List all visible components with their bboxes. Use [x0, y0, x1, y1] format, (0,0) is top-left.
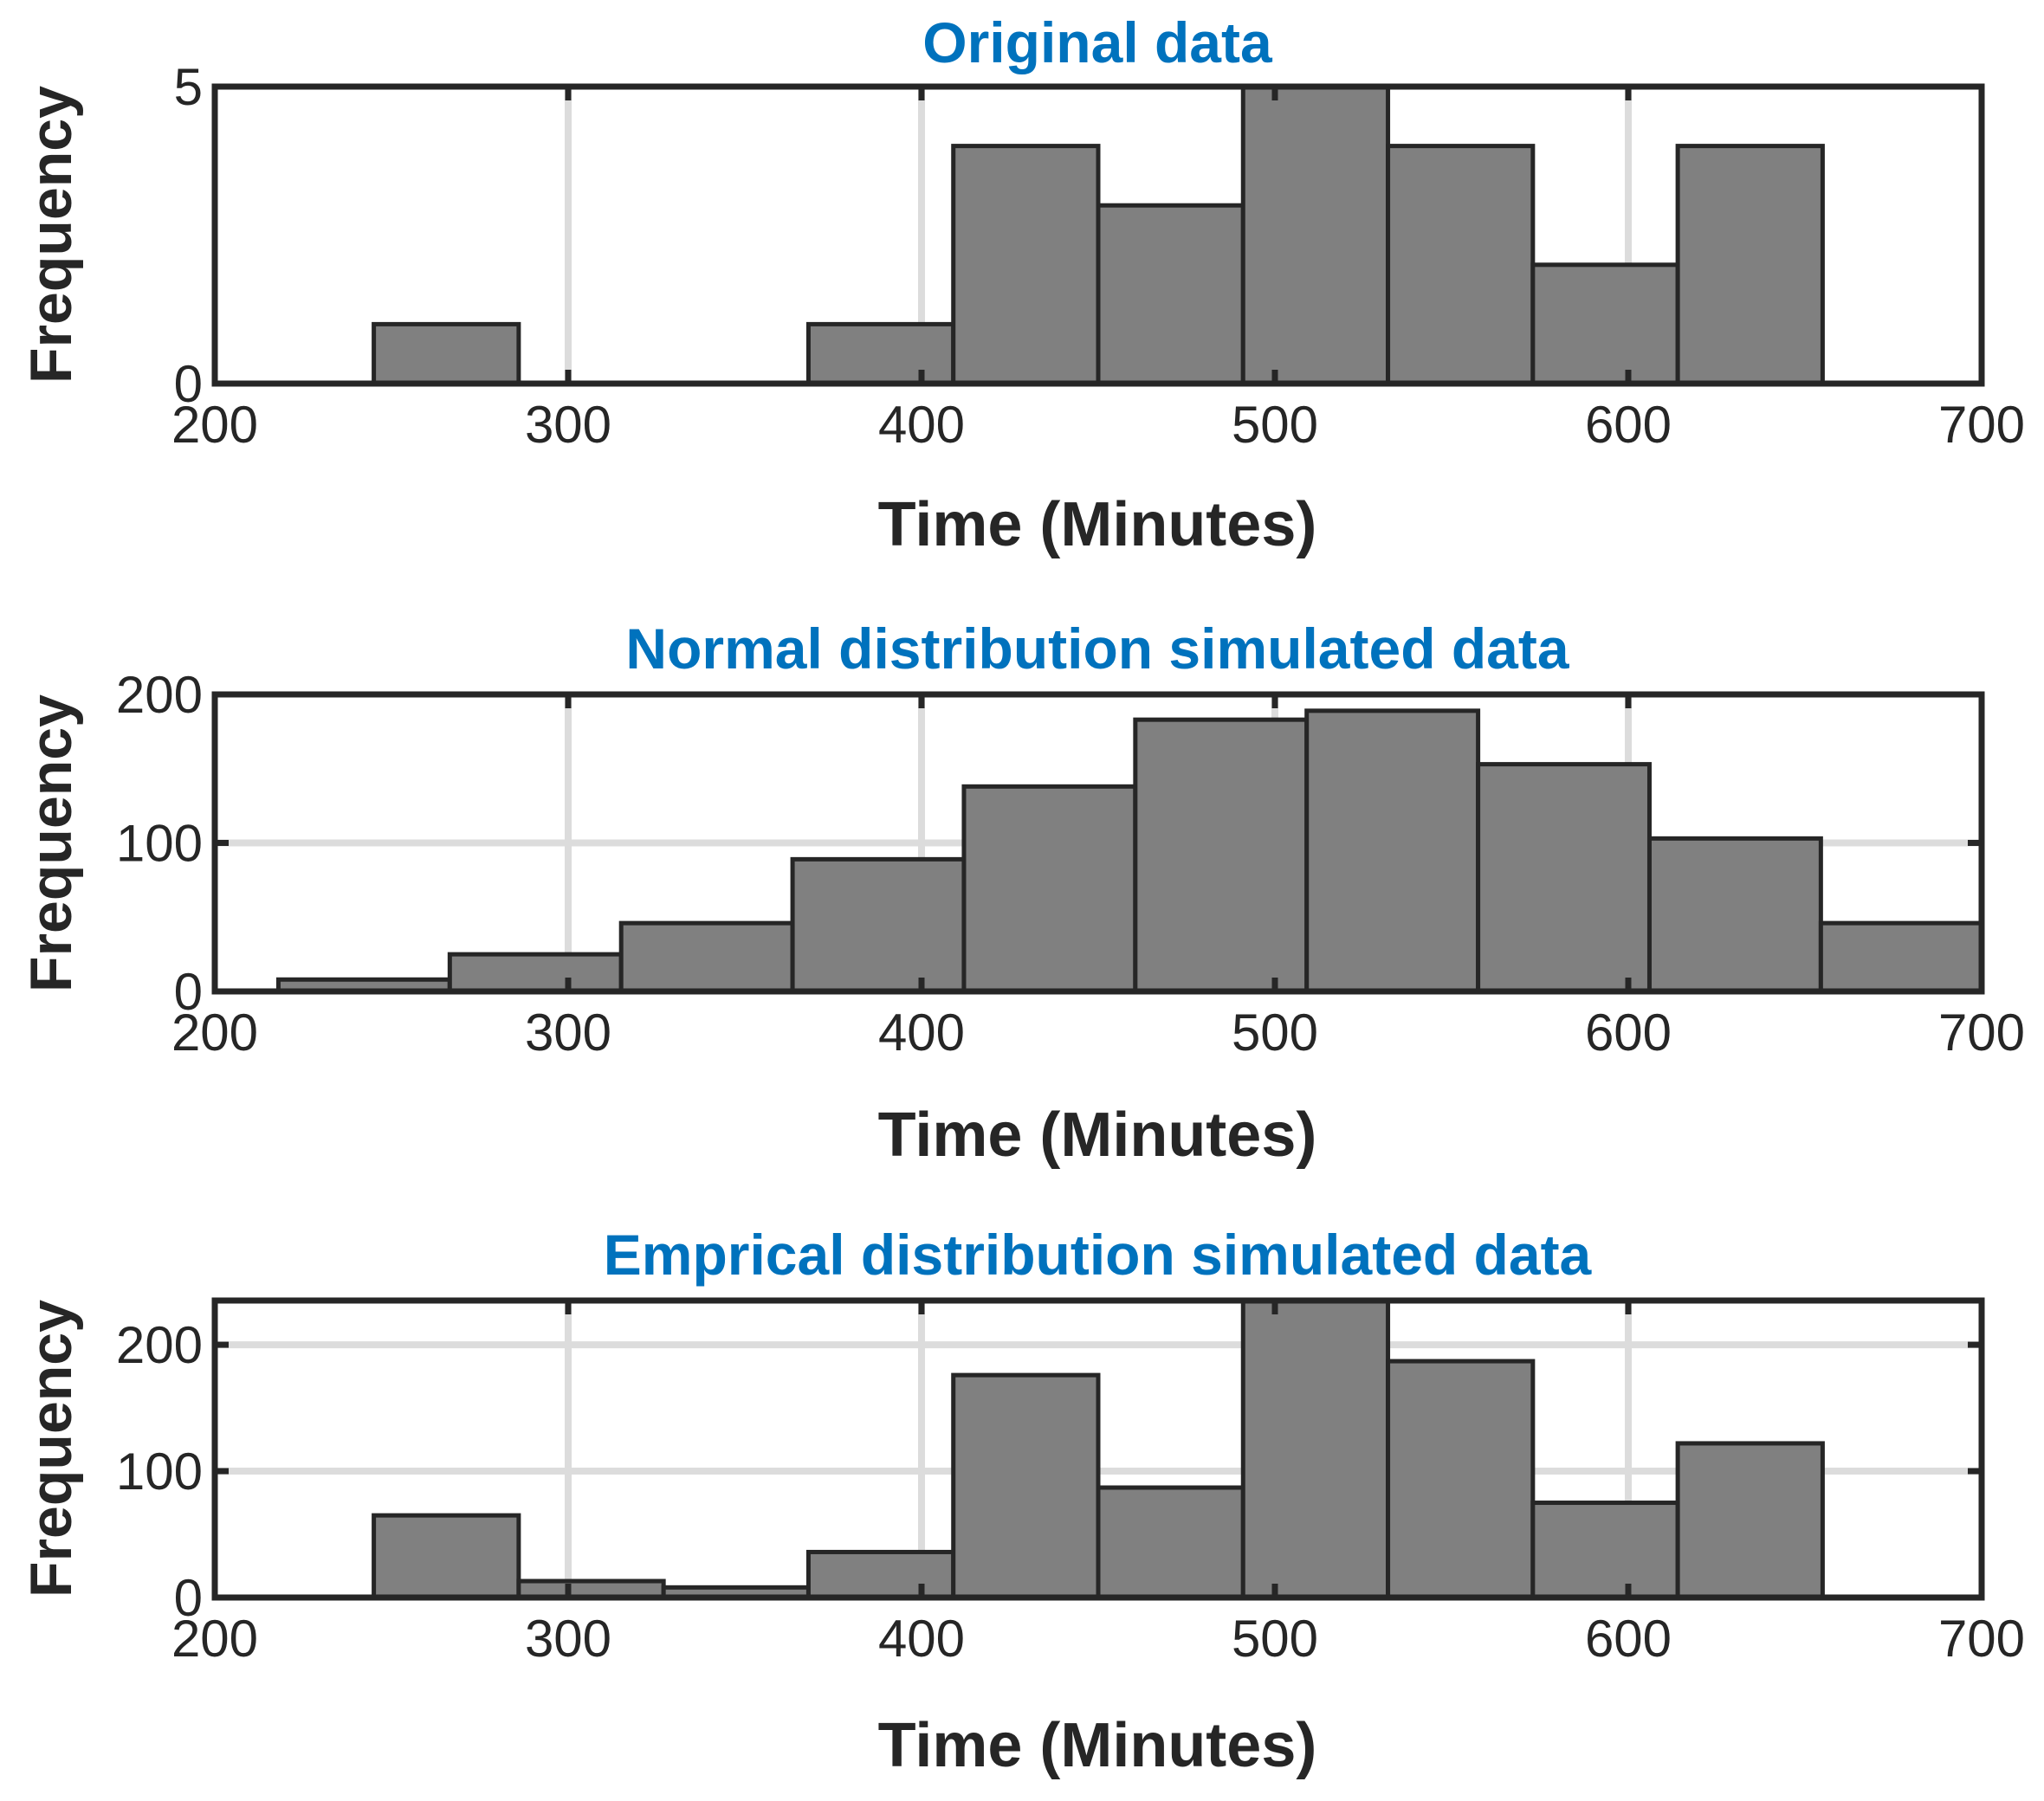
tick-marks [211, 691, 1985, 995]
histogram-bar [1646, 836, 1823, 994]
y-tick-label: 200 [116, 1316, 203, 1374]
y-tick-labels: 0 100 200 [116, 666, 203, 1021]
y-tick-label: 100 [116, 815, 203, 873]
histogram-bar [951, 1372, 1101, 1600]
y-axis-label: Frequency [18, 86, 84, 384]
histogram-bar [447, 952, 624, 994]
x-tick-label: 300 [525, 1610, 611, 1668]
histogram-bar [1240, 84, 1391, 386]
histogram-bar [1096, 1485, 1245, 1600]
y-tick-label: 0 [174, 1569, 203, 1627]
histogram-bar [951, 144, 1101, 386]
y-tick-label: 5 [174, 58, 203, 116]
histogram-bar [1386, 144, 1536, 386]
histogram-bar [1240, 1298, 1391, 1600]
histogram-bar [1096, 203, 1245, 386]
x-tick-label: 600 [1585, 1610, 1672, 1668]
histogram-bar [1675, 1441, 1825, 1600]
panel-title: Normal distribution simulated data [625, 616, 1569, 681]
bars [372, 84, 1825, 386]
bars [275, 708, 1984, 994]
y-tick-label: 100 [116, 1443, 203, 1501]
y-tick-label: 0 [174, 355, 203, 413]
tick-marks [211, 1301, 1985, 1601]
x-tick-labels: 200 300 400 500 600 700 [171, 396, 2025, 454]
axes-frame [211, 83, 1985, 387]
histogram-bar [372, 321, 521, 386]
histogram-bar [805, 321, 956, 386]
bars [372, 1298, 1825, 1600]
x-tick-label: 700 [1938, 1004, 2025, 1062]
histogram-bar [1304, 708, 1481, 994]
x-tick-label: 600 [1585, 1004, 1672, 1062]
histogram-bar [1530, 1501, 1680, 1600]
histogram-bar [372, 1513, 521, 1600]
x-tick-label: 300 [525, 1004, 611, 1062]
tick-marks [211, 83, 1985, 387]
y-tick-labels: 05 [174, 58, 203, 413]
histogram-bar [1530, 262, 1680, 386]
x-tick-label: 500 [1232, 1610, 1318, 1668]
x-tick-label: 400 [878, 1004, 965, 1062]
panel-title: Original data [922, 10, 1273, 74]
x-tick-label: 500 [1232, 396, 1318, 454]
axes-frame [211, 1297, 1985, 1601]
x-tick-label: 200 [171, 1004, 258, 1062]
x-tick-label: 200 [171, 1610, 258, 1668]
histogram-panel-normal: Normal distribution simulated data 200 30… [18, 616, 2025, 1170]
x-axis-label: Time (Minutes) [878, 1711, 1317, 1780]
x-tick-label: 600 [1585, 396, 1672, 454]
x-tick-label: 300 [525, 396, 611, 454]
x-tick-labels: 200 300 400 500 600 700 [171, 1610, 2025, 1668]
y-tick-label: 200 [116, 666, 203, 724]
x-axis-label: Time (Minutes) [878, 490, 1317, 559]
histogram-bar [1675, 144, 1825, 386]
histogram-bar [961, 784, 1138, 994]
x-tick-label: 200 [171, 396, 258, 454]
histogram-bar [805, 1549, 956, 1600]
histogram-bar [618, 920, 795, 994]
y-axis-label: Frequency [18, 1300, 84, 1598]
histogram-bar [1476, 762, 1652, 994]
histogram-bar [1133, 717, 1310, 994]
y-tick-labels: 0 100 200 [116, 1316, 203, 1627]
histogram-panel-original: Original data 200 300 400 500 600 700 05 Time… [18, 10, 2025, 559]
x-axis-label: Time (Minutes) [878, 1101, 1317, 1170]
x-tick-label: 400 [878, 396, 965, 454]
x-tick-label: 700 [1938, 396, 2025, 454]
x-tick-label: 400 [878, 1610, 965, 1668]
histogram-bar [1818, 920, 1984, 994]
histogram-bar [1386, 1359, 1536, 1600]
panel-title: Emprical distribution simulated data [604, 1223, 1593, 1287]
x-tick-label: 500 [1232, 1004, 1318, 1062]
histogram-bar [790, 856, 967, 994]
y-axis-label: Frequency [18, 694, 84, 992]
y-tick-label: 0 [174, 963, 203, 1021]
x-tick-labels: 200 300 400 500 600 700 [171, 1004, 2025, 1062]
histogram-panel-empirical: Emprical distribution simulated data 200… [18, 1223, 2025, 1780]
x-tick-label: 700 [1938, 1610, 2025, 1668]
